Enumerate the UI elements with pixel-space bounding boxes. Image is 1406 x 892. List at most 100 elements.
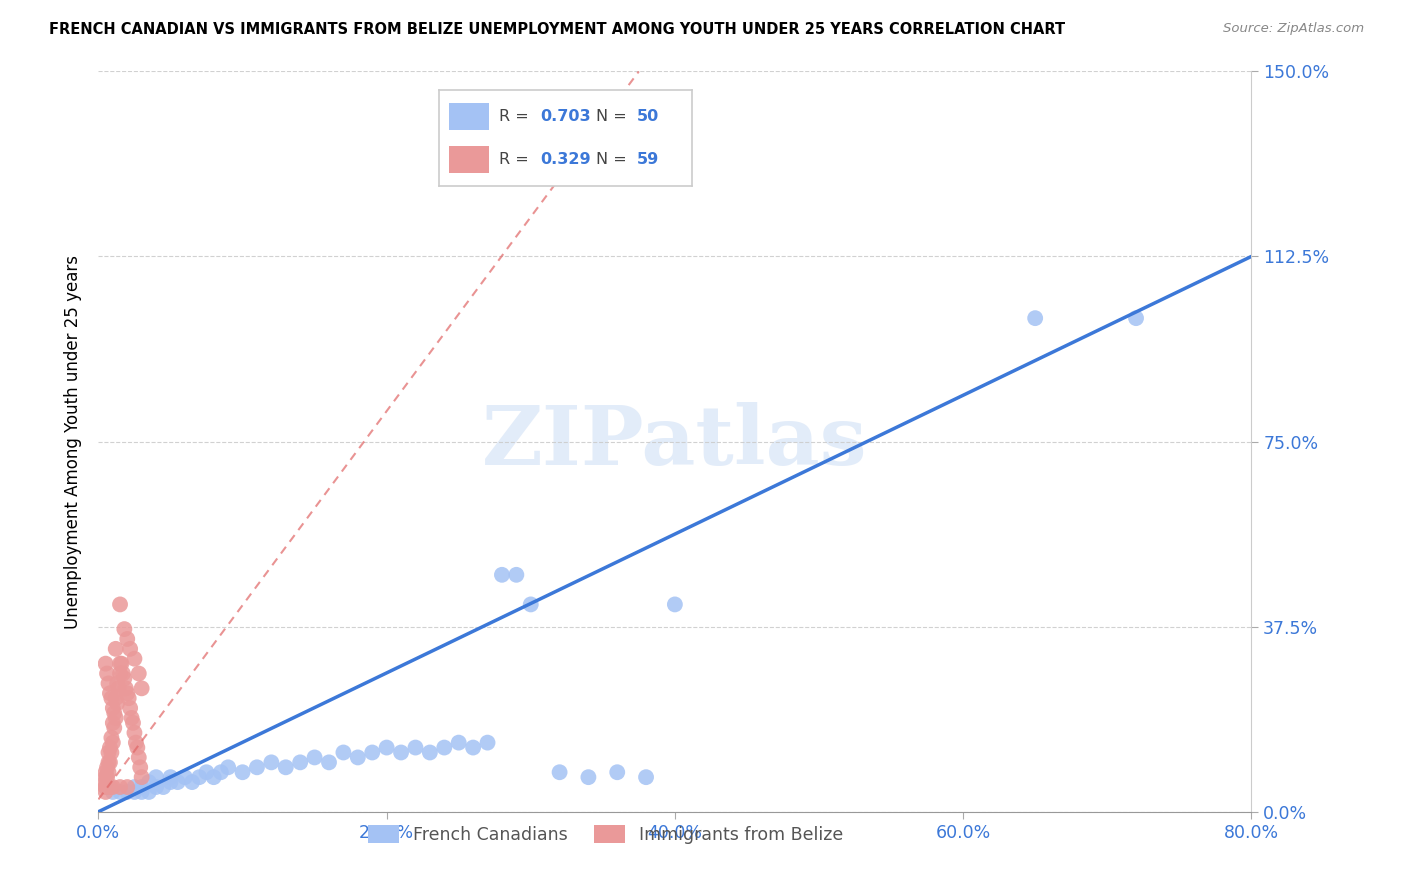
Point xyxy=(94,657,117,671)
Point xyxy=(166,775,188,789)
Point xyxy=(131,770,153,784)
Point xyxy=(375,740,398,755)
Point xyxy=(108,657,131,671)
Point xyxy=(419,746,441,760)
Point xyxy=(104,641,127,656)
Point xyxy=(94,780,117,794)
Point xyxy=(108,598,131,612)
Point xyxy=(202,770,225,784)
Point xyxy=(101,701,124,715)
Point xyxy=(96,666,118,681)
Point xyxy=(578,770,600,784)
Point xyxy=(274,760,297,774)
Text: ZIPatlas: ZIPatlas xyxy=(482,401,868,482)
Point xyxy=(145,780,167,794)
Text: FRENCH CANADIAN VS IMMIGRANTS FROM BELIZE UNEMPLOYMENT AMONG YOUTH UNDER 25 YEAR: FRENCH CANADIAN VS IMMIGRANTS FROM BELIZ… xyxy=(49,22,1066,37)
Point xyxy=(117,780,139,794)
Point xyxy=(128,666,150,681)
Point xyxy=(124,725,146,739)
Point xyxy=(433,740,456,755)
Point xyxy=(103,721,125,735)
Point xyxy=(195,765,218,780)
Point xyxy=(145,770,167,784)
Point xyxy=(101,736,124,750)
Point xyxy=(105,676,128,690)
Point xyxy=(105,696,128,710)
Point xyxy=(96,760,118,774)
Point xyxy=(124,651,146,665)
Point xyxy=(100,691,122,706)
Point xyxy=(96,770,118,784)
Point xyxy=(117,785,139,799)
Point xyxy=(664,598,686,612)
Point xyxy=(97,756,120,770)
Point xyxy=(1125,311,1147,326)
Point xyxy=(120,701,142,715)
Point xyxy=(477,736,499,750)
Point xyxy=(124,780,146,794)
Point xyxy=(181,775,204,789)
Point xyxy=(103,706,125,720)
Point xyxy=(112,622,135,636)
Point xyxy=(94,775,117,789)
Point xyxy=(636,770,658,784)
Text: Source: ZipAtlas.com: Source: ZipAtlas.com xyxy=(1223,22,1364,36)
Point xyxy=(447,736,470,750)
Point xyxy=(120,641,142,656)
Point xyxy=(260,756,283,770)
Point xyxy=(104,691,127,706)
Point xyxy=(491,567,513,582)
Point xyxy=(461,740,484,755)
Point xyxy=(290,756,312,770)
Point xyxy=(131,785,153,799)
Point xyxy=(127,740,149,755)
Point xyxy=(346,750,368,764)
Point xyxy=(108,780,131,794)
Point xyxy=(111,666,134,681)
Point xyxy=(318,756,340,770)
Point xyxy=(152,780,174,794)
Point xyxy=(110,657,132,671)
Point xyxy=(138,785,160,799)
Point xyxy=(107,681,129,696)
Point xyxy=(505,567,527,582)
Point xyxy=(98,756,121,770)
Point xyxy=(94,765,117,780)
Point xyxy=(94,770,117,784)
Point xyxy=(188,770,211,784)
Point xyxy=(94,780,117,794)
Point xyxy=(606,765,628,780)
Point xyxy=(108,785,131,799)
Point xyxy=(100,746,122,760)
Y-axis label: Unemployment Among Youth under 25 years: Unemployment Among Youth under 25 years xyxy=(63,254,82,629)
Point xyxy=(304,750,326,764)
Point xyxy=(124,785,146,799)
Point xyxy=(332,746,354,760)
Point xyxy=(246,760,269,774)
Point xyxy=(117,686,139,700)
Point xyxy=(361,746,384,760)
Point xyxy=(114,681,136,696)
Point xyxy=(548,765,571,780)
Point xyxy=(118,691,141,706)
Point xyxy=(97,765,120,780)
Point xyxy=(159,775,181,789)
Point xyxy=(97,676,120,690)
Point xyxy=(389,746,412,760)
Point xyxy=(131,681,153,696)
Point xyxy=(108,666,131,681)
Point xyxy=(94,785,117,799)
Point xyxy=(405,740,427,755)
Point xyxy=(104,711,127,725)
Point xyxy=(101,785,124,799)
Point xyxy=(122,715,145,730)
Point xyxy=(159,770,181,784)
Legend: French Canadians, Immigrants from Belize: French Canadians, Immigrants from Belize xyxy=(361,819,851,851)
Point xyxy=(520,598,543,612)
Point xyxy=(98,686,121,700)
Point xyxy=(97,746,120,760)
Point xyxy=(128,750,150,764)
Point xyxy=(112,672,135,686)
Point xyxy=(217,760,239,774)
Point xyxy=(129,760,152,774)
